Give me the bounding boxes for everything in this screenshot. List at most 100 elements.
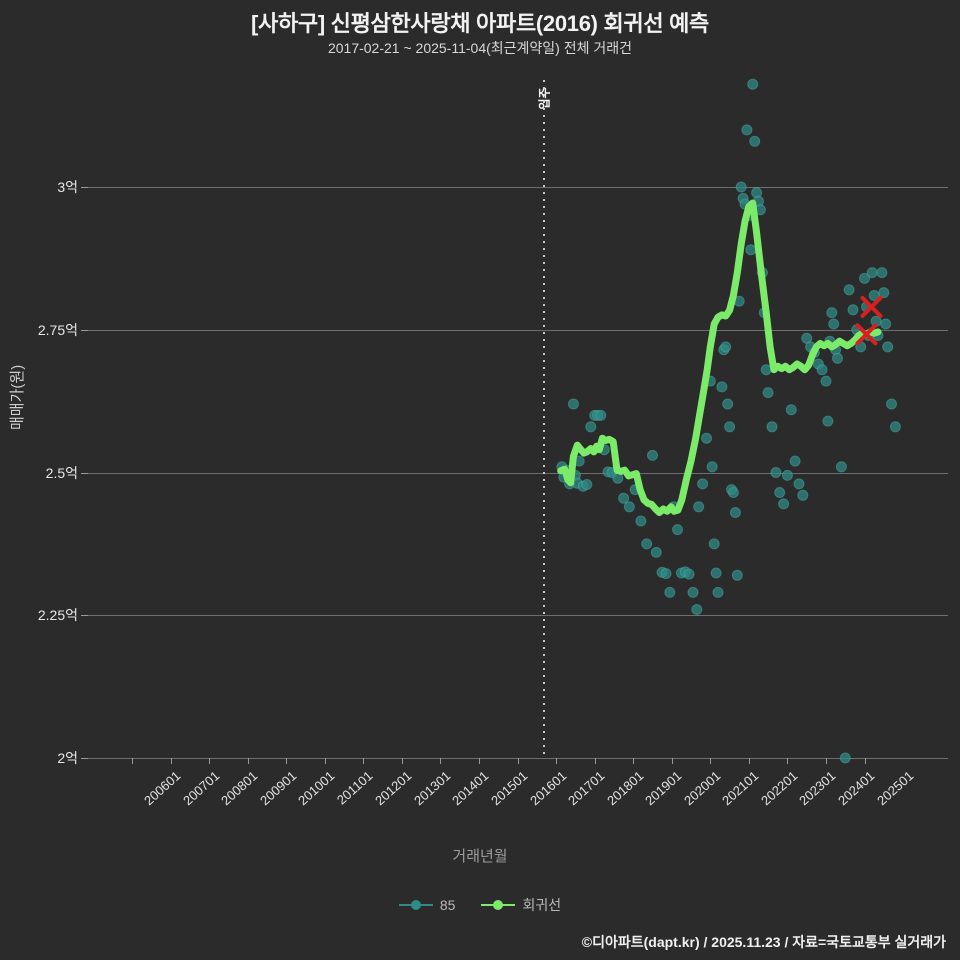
gridline [88,472,948,474]
legend-label-85: 85 [439,897,456,913]
legend-swatch-85 [398,899,433,911]
x-tick-mark [787,758,789,764]
scatter-point [585,421,597,433]
scatter-point [731,569,743,581]
scatter-point [567,398,579,410]
x-axis-label: 거래년월 [452,848,508,865]
x-tick-label: 201301 [411,768,454,809]
gridline [88,329,948,331]
scatter-point [650,546,662,558]
x-tick-label: 202001 [680,768,724,809]
prediction-x-marker [860,295,883,318]
scatter-point [797,489,809,501]
scatter-point [826,307,838,319]
x-tick-label: 202201 [758,768,801,809]
page-title: [사하구] 신평삼한사랑채 아파트(2016) 회귀선 예측 [250,11,710,36]
y-tick-mark [81,472,88,474]
scatter-point [762,387,774,399]
scatter-point [716,381,728,393]
scatter-point [816,364,828,376]
x-tick-label: 202101 [719,768,762,809]
x-tick-mark [324,758,326,764]
scatter-point [741,124,753,136]
scatter-point [697,478,709,490]
y-tick-label: 2.5억 [45,464,78,481]
scatter-point [820,375,832,387]
x-tick-mark [209,758,211,764]
scatter-point [785,404,797,416]
footer-credit: ©디아파트(dapt.kr) / 2025.11.23 / 자료=국토교통부 실… [581,934,946,950]
x-tick-mark [825,758,827,764]
y-tick-label: 2억 [57,750,78,766]
x-tick-label: 200801 [218,768,261,809]
scatter-point [706,461,718,473]
scatter-point [747,78,759,90]
scatter-point [789,455,801,467]
gridline [88,187,948,188]
scatter-point [778,498,790,510]
x-tick-mark [440,758,442,764]
y-axis-label: 매매가(원) [9,364,26,430]
x-tick-mark [401,758,403,764]
x-tick-mark [594,758,596,764]
scatter-point [710,567,722,579]
y-tick-label: 3억 [57,179,78,195]
x-tick-mark [363,758,365,764]
scatter-point [781,469,793,481]
scatter-point [712,586,724,598]
y-tick-mark [81,329,88,331]
scatter-point [832,352,843,364]
x-tick-label: 201801 [603,768,647,809]
x-tick-label: 201001 [295,768,338,809]
x-tick-mark [671,758,673,764]
scatter-point [774,487,786,498]
scatter-point [880,318,892,330]
scatter-point [760,364,772,376]
scatter-point [793,478,805,490]
scatter-point [683,568,695,580]
x-tick-mark [286,758,288,764]
scatter-point [876,267,888,279]
series-layer [556,78,901,764]
scatter-point [878,287,890,299]
x-tick-label: 202401 [835,768,878,809]
scatter-point [745,244,757,256]
scatter-point [581,479,593,490]
scatter-point [724,421,736,433]
x-tick-mark [478,758,480,764]
scatter-point [647,449,658,461]
legend-label-regression: 회귀선 [522,897,562,913]
x-tick-mark [864,758,866,764]
x-tick-mark [170,758,172,764]
y-tick-label: 2.75억 [37,321,78,338]
x-tick-label: 200601 [141,768,184,809]
x-tick-label: 201501 [488,768,531,809]
x-tick-label: 202501 [873,768,916,809]
x-tick-mark [247,758,249,764]
scatter-point [847,304,859,316]
x-tick-label: 201401 [449,768,492,809]
scatter-point [635,515,647,527]
scatter-point [687,586,699,598]
scatter-point [882,341,894,353]
scatter-point [835,461,847,473]
x-tick-label: 200901 [256,768,300,809]
scatter-point [708,538,720,550]
legend-item-85[interactable]: 85 [398,897,456,913]
scatter-point [889,421,901,433]
scatter-point [822,415,834,427]
y-tick-mark [81,758,88,759]
scatter-point [859,272,870,284]
x-tick-label: 201901 [642,768,685,809]
scatter-point [843,284,855,296]
scatter-point [866,267,878,279]
prediction-markers [855,295,883,346]
page-subtitle: 2017-02-21 ~ 2025-11-04(최근계약일) 전체 거래건 [327,40,633,56]
x-tick-label: 201101 [333,768,376,808]
legend-item-regression[interactable]: 회귀선 [481,895,561,915]
scatter-point [623,501,635,513]
prediction-x-marker [855,323,878,346]
scatter-point [693,501,705,513]
plot-area: 3억 2.75억 2.5억 2.25억 2억 200601 200701 200801 200… [38,78,948,808]
x-tick-label: 201601 [526,768,569,809]
